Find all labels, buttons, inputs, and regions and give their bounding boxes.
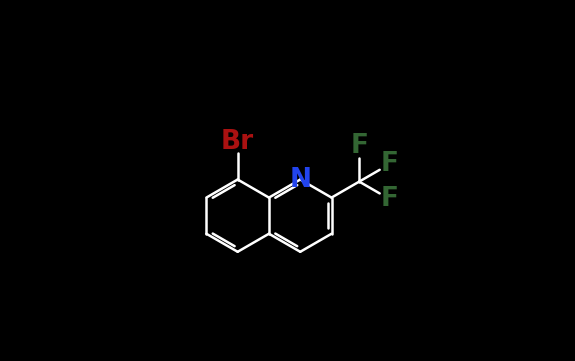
Text: F: F — [350, 133, 368, 159]
Text: F: F — [381, 186, 399, 212]
Text: F: F — [381, 151, 399, 177]
Text: N: N — [289, 166, 311, 192]
Text: Br: Br — [221, 129, 254, 155]
